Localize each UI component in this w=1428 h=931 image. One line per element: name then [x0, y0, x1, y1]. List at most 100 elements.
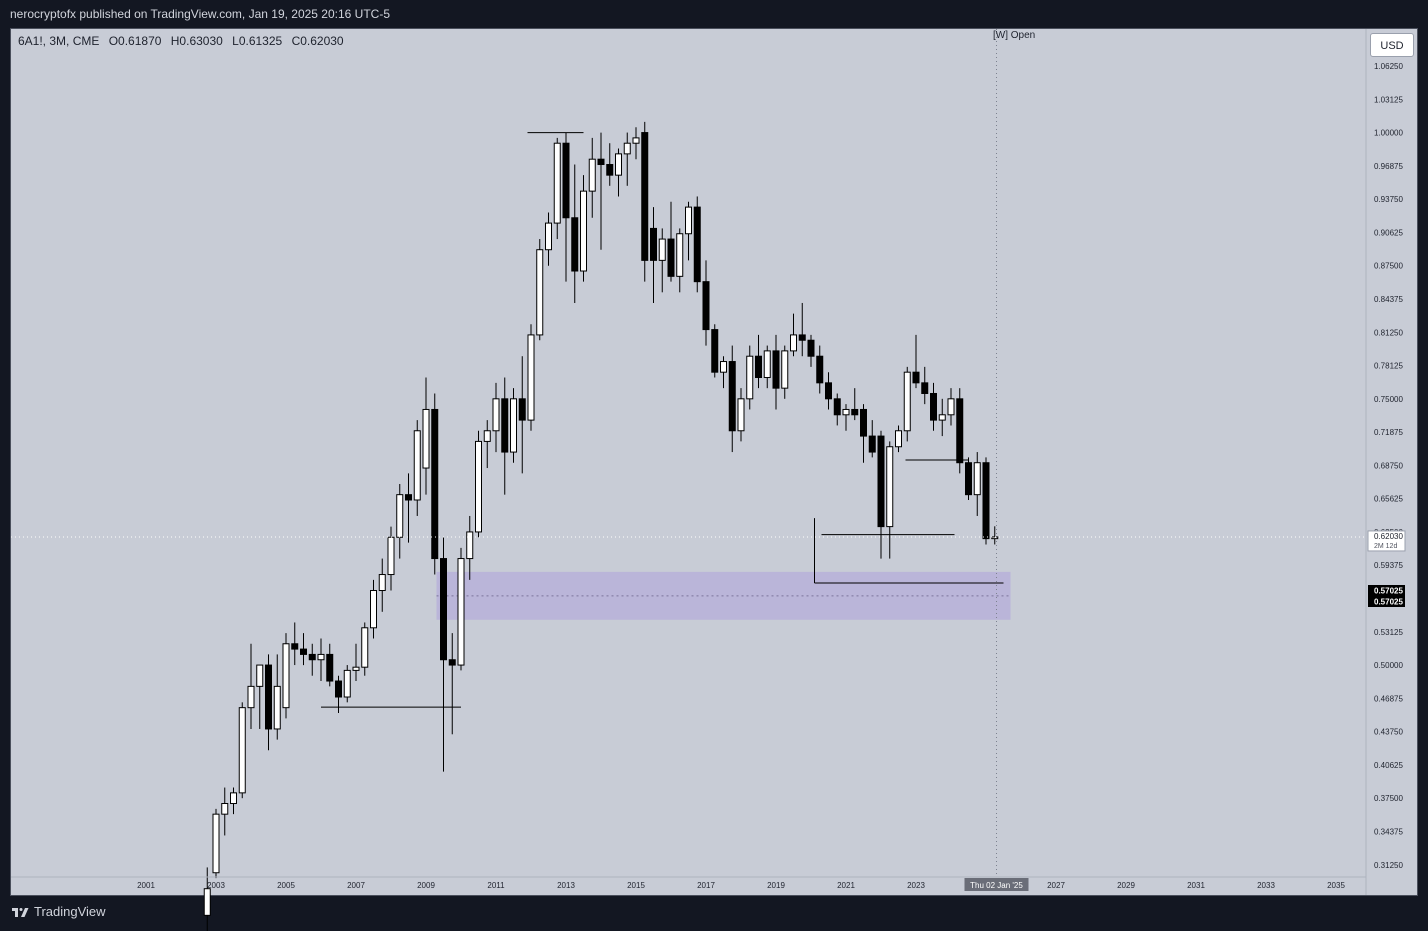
y-tick-label-15: 0.59375: [1374, 561, 1403, 570]
footer-brand[interactable]: TradingView: [10, 904, 106, 919]
candle-body-40: [553, 142, 561, 224]
candle-body-69: [807, 339, 815, 357]
candle-body-5: [247, 685, 255, 709]
y-tick-label-7: 0.84375: [1374, 295, 1403, 304]
high-value: H0.63030: [170, 34, 223, 48]
candle-body-46: [606, 164, 614, 176]
y-tick-label-23: 0.31250: [1374, 861, 1403, 870]
y-tick-label-13: 0.65625: [1374, 495, 1403, 504]
y-tick-label-6: 0.87500: [1374, 262, 1403, 271]
candle-body-89: [982, 462, 990, 540]
candle-body-15: [335, 680, 342, 698]
candle-body-55: [685, 206, 692, 235]
candle-body-1: [212, 813, 220, 874]
symbol-label: 6A1!, 3M, CME: [18, 34, 100, 48]
candle-body-57: [702, 281, 710, 331]
candle-body-56: [693, 206, 701, 283]
candle-body-62: [746, 355, 754, 400]
candle-body-90: [991, 536, 999, 540]
candle-body-23: [405, 494, 412, 501]
publisher-bar: nerocryptofx published on TradingView.co…: [0, 0, 1428, 28]
close-value: C0.62030: [291, 34, 344, 48]
candle-body-64: [763, 350, 771, 379]
crosshair-date-box: [964, 878, 1029, 891]
open-value: O0.61870: [108, 34, 162, 48]
candle-body-43: [580, 190, 587, 272]
candle-body-77: [877, 435, 885, 528]
candle-body-35: [510, 398, 517, 453]
candle-body-22: [396, 494, 404, 538]
candle-body-84: [938, 414, 946, 421]
y-tick-label-21: 0.37500: [1374, 794, 1403, 803]
x-tick-label-13: 2029: [1117, 881, 1135, 890]
candle-body-3: [230, 792, 237, 805]
candle-body-47: [615, 153, 622, 176]
candle-body-87: [965, 462, 972, 496]
candle-body-27: [440, 558, 447, 661]
candle-body-18: [361, 627, 369, 668]
x-tick-label-10: 2021: [837, 881, 855, 890]
candle-body-19: [370, 590, 377, 629]
candle-body-78: [886, 446, 894, 528]
candle-body-71: [825, 382, 832, 400]
candle-body-63: [755, 355, 762, 379]
candle-body-26: [431, 408, 439, 560]
candle-body-86: [956, 398, 964, 464]
low-value: L0.61325: [232, 34, 283, 48]
candle-body-24: [413, 430, 421, 501]
candle-body-28: [448, 659, 456, 666]
candle-body-7: [265, 664, 272, 730]
candle-body-25: [422, 408, 430, 469]
candle-body-48: [623, 142, 631, 155]
candle-body-66: [781, 350, 789, 389]
price-label-box: [1367, 530, 1406, 552]
level-label-box-0: [1368, 585, 1405, 596]
x-tick-label-11: 2023: [907, 881, 925, 890]
y-tick-label-22: 0.34375: [1374, 827, 1403, 836]
candle-body-21: [387, 536, 395, 576]
candle-body-42: [571, 217, 579, 272]
candle-body-11: [300, 648, 307, 655]
candle-body-17: [352, 666, 360, 671]
candle-body-45: [597, 158, 605, 166]
y-tick-label-5: 0.90625: [1374, 228, 1403, 237]
x-tick-label-4: 2009: [417, 881, 435, 890]
candle-body-9: [282, 643, 290, 709]
price-label-value: 0.62030: [1374, 532, 1403, 541]
candle-body-20: [378, 574, 386, 592]
candle-body-41: [562, 142, 570, 219]
candle-body-39: [545, 222, 552, 251]
candle-body-6: [256, 664, 264, 687]
x-tick-label-3: 2007: [347, 881, 365, 890]
candle-body-10: [291, 643, 299, 650]
candle-body-54: [676, 233, 684, 277]
y-tick-label-20: 0.40625: [1374, 761, 1403, 770]
candle-body-33: [492, 398, 500, 432]
symbol-legend: 6A1!, 3M, CME O0.61870 H0.63030 L0.61325…: [18, 34, 350, 48]
y-tick-label-18: 0.46875: [1374, 694, 1403, 703]
candle-body-68: [798, 334, 806, 341]
y-tick-label-17: 0.50000: [1374, 661, 1403, 670]
candle-body-49: [632, 137, 640, 144]
x-tick-label-16: 2035: [1327, 881, 1345, 890]
candle-body-82: [921, 382, 929, 394]
tradingview-logo-icon: [12, 907, 29, 917]
candle-body-65: [772, 350, 780, 389]
candle-body-4: [238, 707, 246, 794]
crosshair-date-label: Thu 02 Jan '25: [970, 881, 1023, 890]
candle-body-73: [842, 408, 850, 416]
y-tick-label-11: 0.71875: [1374, 428, 1403, 437]
candle-body-70: [816, 355, 824, 384]
y-tick-label-2: 1.00000: [1374, 129, 1403, 138]
price-label-countdown: 2M 12d: [1374, 543, 1397, 550]
level-label-0: 0.57025: [1374, 587, 1403, 596]
x-tick-label-7: 2015: [627, 881, 645, 890]
candle-body-88: [973, 462, 981, 496]
currency-button[interactable]: USD: [1370, 33, 1414, 57]
candle-body-8: [273, 685, 281, 730]
x-tick-label-14: 2031: [1187, 881, 1205, 890]
candle-body-60: [728, 361, 736, 432]
candle-body-44: [588, 158, 596, 192]
candle-body-75: [860, 408, 867, 437]
